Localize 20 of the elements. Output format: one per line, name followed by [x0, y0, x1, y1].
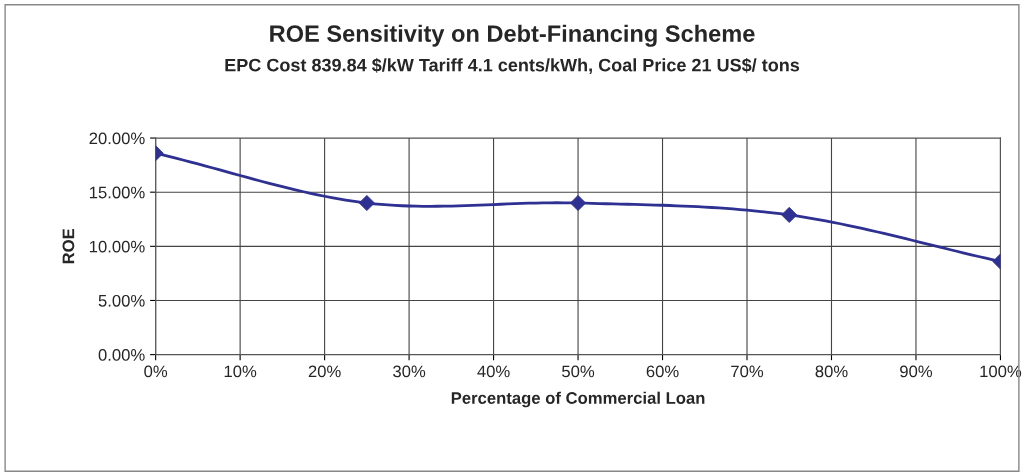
- y-tick-label: 10.00%: [89, 240, 145, 253]
- x-tick-label: 20%: [308, 365, 341, 378]
- y-axis-title: ROE: [62, 228, 75, 264]
- x-tick-label: 30%: [393, 365, 426, 378]
- x-tick-label: 60%: [646, 365, 679, 378]
- x-tick-label: 90%: [900, 365, 933, 378]
- x-tick-label: 70%: [731, 365, 764, 378]
- y-tick-label: 20.00%: [89, 132, 145, 145]
- x-tick-label: 50%: [562, 365, 595, 378]
- y-tick-label: 15.00%: [89, 186, 145, 199]
- chart-subtitle: EPC Cost 839.84 $/kW Tariff 4.1 cents/kWh, Coal Price 21 US$/ tons: [225, 57, 800, 75]
- x-tick-label: 10%: [224, 365, 257, 378]
- y-tick-label: 0.00%: [98, 349, 145, 361]
- x-tick-label: 80%: [815, 365, 848, 378]
- x-tick-label: 100%: [980, 365, 1022, 378]
- chart-title: ROE Sensitivity on Debt-Financing Scheme: [270, 24, 755, 47]
- x-axis-title: Percentage of Commercial Loan: [451, 391, 705, 408]
- y-tick-label: 5.00%: [98, 294, 145, 307]
- x-tick-label: 0%: [144, 365, 168, 378]
- x-tick-label: 40%: [477, 365, 510, 378]
